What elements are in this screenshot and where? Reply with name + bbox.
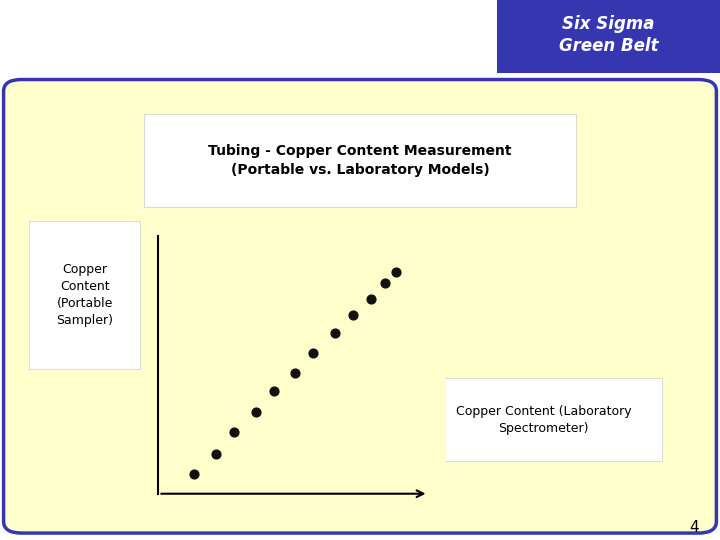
Point xyxy=(268,386,279,395)
FancyBboxPatch shape xyxy=(144,114,576,207)
Point xyxy=(329,329,341,338)
Point xyxy=(307,349,319,357)
Point xyxy=(189,470,200,478)
FancyBboxPatch shape xyxy=(4,79,716,533)
Point xyxy=(379,279,391,288)
Point xyxy=(347,311,359,320)
Point xyxy=(390,267,402,276)
Text: Surrogate Indicators: Surrogate Indicators xyxy=(11,27,238,46)
Text: Copper
Content
(Portable
Sampler): Copper Content (Portable Sampler) xyxy=(56,263,113,327)
Point xyxy=(250,408,261,417)
Text: Copper Content (Laboratory
Spectrometer): Copper Content (Laboratory Spectrometer) xyxy=(456,404,631,435)
FancyBboxPatch shape xyxy=(497,0,720,73)
Point xyxy=(210,450,222,458)
FancyBboxPatch shape xyxy=(29,221,140,369)
Point xyxy=(365,295,377,303)
Text: Six Sigma
Green Belt: Six Sigma Green Belt xyxy=(559,15,658,55)
Point xyxy=(228,428,240,436)
Text: Tubing - Copper Content Measurement
(Portable vs. Laboratory Models): Tubing - Copper Content Measurement (Por… xyxy=(208,144,512,177)
FancyBboxPatch shape xyxy=(432,0,497,73)
Point xyxy=(289,368,301,377)
Text: 4: 4 xyxy=(689,519,698,535)
FancyBboxPatch shape xyxy=(425,378,662,461)
